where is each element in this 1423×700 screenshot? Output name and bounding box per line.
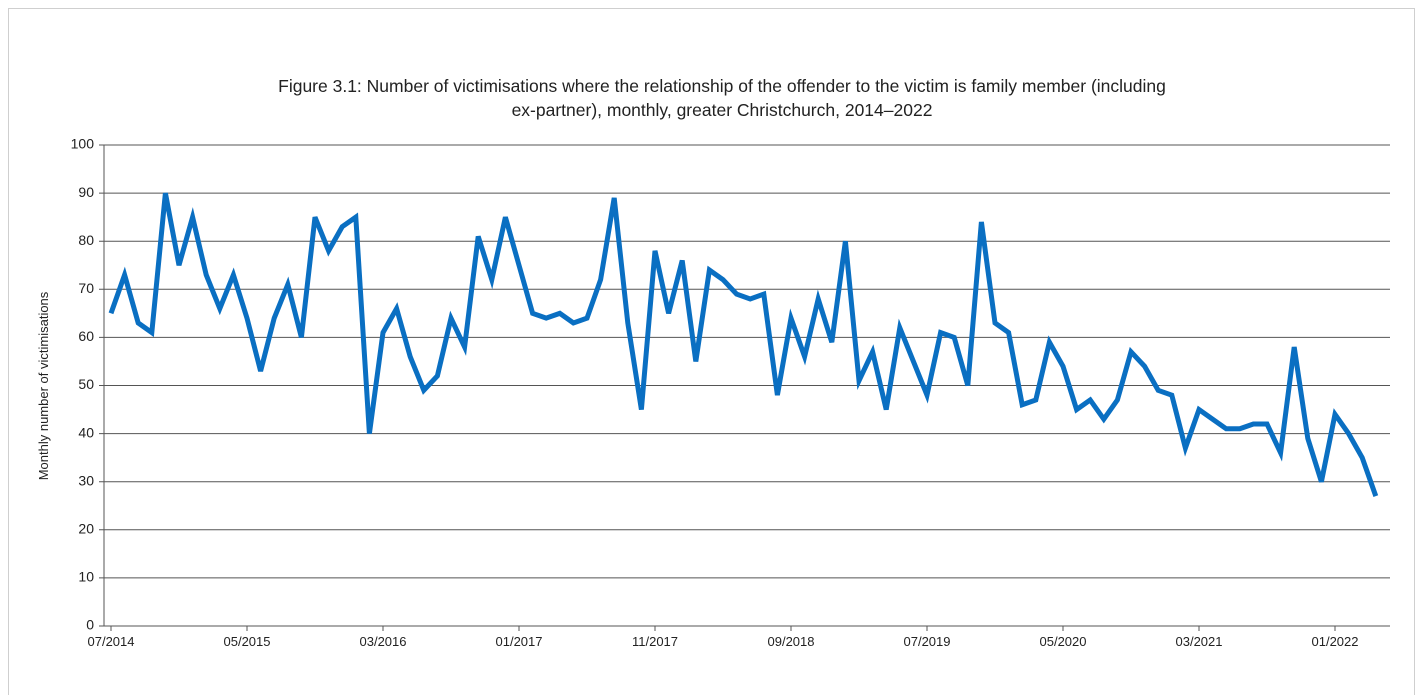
y-axis-label: Monthly number of victimisations <box>36 291 51 480</box>
chart-title: Figure 3.1: Number of victimisations whe… <box>278 76 1166 96</box>
x-tick-label: 05/2020 <box>1040 634 1087 649</box>
x-tick-label: 07/2014 <box>88 634 135 649</box>
x-tick-label: 01/2022 <box>1312 634 1359 649</box>
x-tick-label: 05/2015 <box>224 634 271 649</box>
y-tick-label: 0 <box>86 617 94 633</box>
y-tick-label: 20 <box>78 521 94 537</box>
x-tick-label: 11/2017 <box>632 634 678 649</box>
x-tick-label: 03/2016 <box>360 634 407 649</box>
y-tick-label: 70 <box>78 280 94 296</box>
frame <box>8 8 1415 699</box>
y-tick-label: 30 <box>78 472 94 488</box>
y-tick-label: 90 <box>78 184 94 200</box>
chart-title: ex-partner), monthly, greater Christchur… <box>512 100 933 120</box>
y-tick-label: 60 <box>78 328 94 344</box>
x-tick-label: 07/2019 <box>904 634 951 649</box>
y-tick-label: 40 <box>78 424 94 440</box>
x-tick-label: 03/2021 <box>1176 634 1223 649</box>
data-line <box>108 192 1379 497</box>
y-tick-label: 80 <box>78 232 94 248</box>
x-tick-label: 09/2018 <box>768 634 815 649</box>
y-tick-label: 100 <box>71 136 95 152</box>
y-tick-label: 50 <box>78 376 94 392</box>
y-tick-label: 10 <box>78 569 94 585</box>
x-tick-label: 01/2017 <box>496 634 543 649</box>
